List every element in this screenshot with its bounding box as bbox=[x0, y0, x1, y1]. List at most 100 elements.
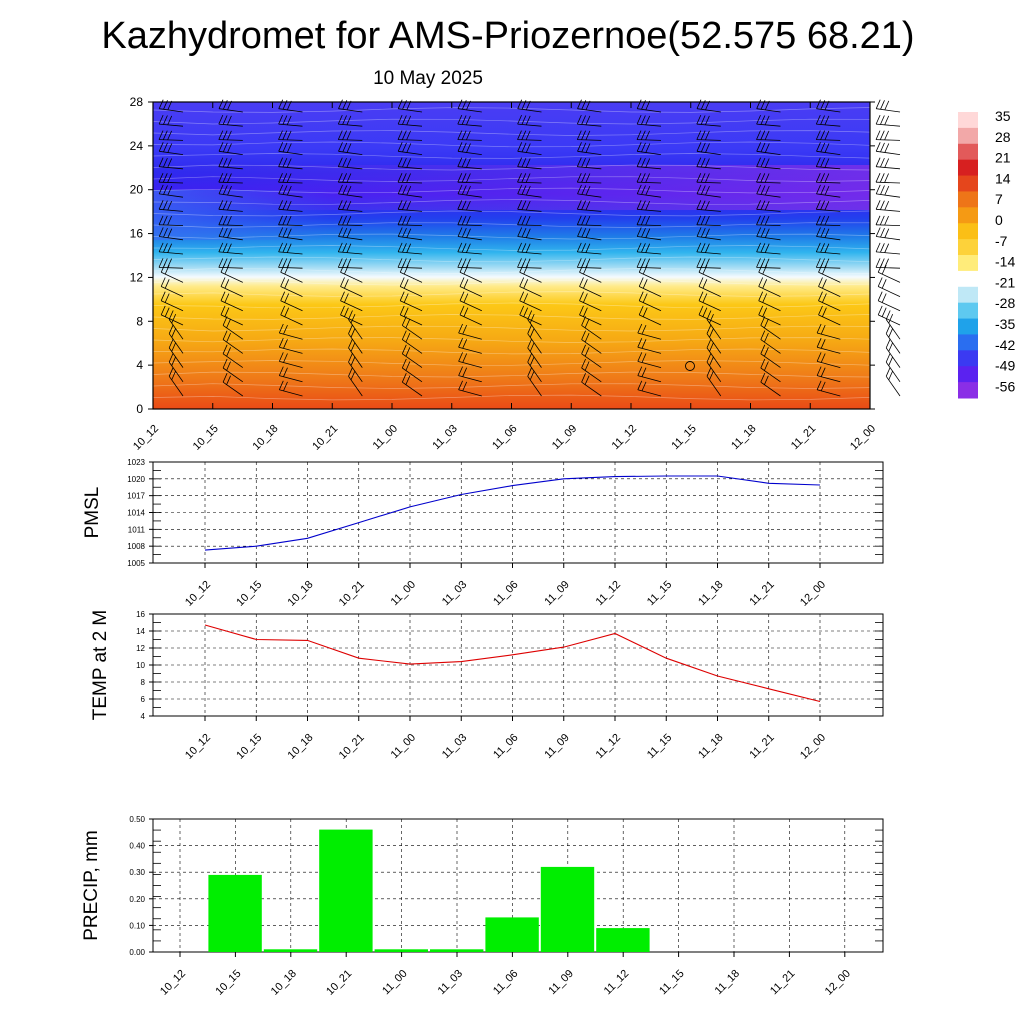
wind-barb-flag bbox=[705, 158, 710, 168]
wind-barb-flag bbox=[462, 367, 468, 377]
wind-barb-shaft bbox=[218, 150, 243, 155]
wind-barb-flag bbox=[218, 173, 224, 183]
x-tick-label: 10_15 bbox=[234, 732, 264, 762]
wind-barb-shaft bbox=[756, 150, 781, 155]
wind-barb-flag bbox=[346, 115, 352, 126]
wind-barb-flag bbox=[820, 142, 826, 153]
wind-barb-flag bbox=[222, 200, 228, 210]
x-tick-label: 10_12 bbox=[183, 579, 213, 609]
wind-barb-flag bbox=[338, 184, 343, 195]
wind-barb-flag bbox=[350, 342, 356, 352]
wind-barb-flag bbox=[461, 173, 467, 183]
wind-barb-shaft bbox=[816, 181, 841, 184]
wind-barb-flag bbox=[218, 242, 224, 253]
wind-barb-shaft bbox=[816, 375, 841, 383]
wind-barb-flag bbox=[337, 114, 343, 125]
wind-barb-flag bbox=[168, 367, 174, 377]
wind-barb-flag bbox=[875, 242, 881, 253]
wind-barb-flag bbox=[705, 185, 710, 196]
wind-barb-flag bbox=[167, 243, 173, 253]
x-tick-label: 11_06 bbox=[491, 968, 521, 998]
wind-barb-flag bbox=[397, 215, 403, 225]
wind-barb-shaft bbox=[159, 123, 184, 127]
wind-barb-flag bbox=[457, 142, 463, 152]
wind-barb-flag bbox=[399, 277, 405, 287]
wind-barb-flag bbox=[402, 115, 407, 125]
wind-barb-flag bbox=[278, 258, 283, 268]
wind-barb-flag bbox=[338, 142, 343, 152]
wind-barb-flag bbox=[342, 243, 347, 253]
wind-barb-flag bbox=[764, 130, 770, 141]
wind-barb-flag bbox=[700, 130, 706, 140]
wind-barb-shaft bbox=[816, 166, 841, 170]
y-tick-label: 24 bbox=[130, 139, 144, 153]
wind-barb-flag bbox=[457, 157, 463, 167]
wind-barb-flag bbox=[284, 293, 290, 303]
wind-barb-flag bbox=[519, 263, 525, 273]
wind-barb-flag bbox=[278, 380, 284, 390]
wind-barb-flag bbox=[583, 293, 588, 303]
wind-barb-flag bbox=[338, 227, 343, 237]
wind-barb-flag bbox=[164, 279, 170, 289]
wind-barb-flag bbox=[824, 215, 830, 226]
wind-barb-shaft bbox=[758, 271, 781, 283]
wind-barb-flag bbox=[645, 215, 650, 226]
precip-bar bbox=[540, 866, 595, 952]
wind-barb-shaft bbox=[579, 271, 602, 283]
wind-barb-flag bbox=[286, 115, 292, 126]
wind-barb-flag bbox=[517, 227, 523, 237]
wind-barb-shaft bbox=[818, 271, 841, 283]
wind-barb-flag bbox=[461, 115, 467, 125]
wind-barb-flag bbox=[758, 263, 764, 273]
wind-barb-flag bbox=[283, 339, 288, 349]
wind-barb-flag bbox=[645, 158, 651, 168]
wind-barb-flag bbox=[517, 142, 523, 152]
wind-barb-flag bbox=[278, 114, 283, 125]
contour-line bbox=[152, 325, 871, 332]
y-tick-label: 1014 bbox=[127, 509, 145, 518]
x-tick-label: 11_00 bbox=[371, 423, 401, 453]
wind-barb-flag bbox=[466, 173, 471, 183]
wind-barb-flag bbox=[815, 114, 821, 125]
wind-barb-shaft bbox=[637, 193, 662, 198]
wind-barb-flag bbox=[645, 173, 650, 183]
wind-barb-shaft bbox=[338, 181, 363, 184]
wind-barb-shaft bbox=[878, 271, 901, 283]
wind-barb-flag bbox=[340, 277, 345, 287]
wind-barb-flag bbox=[278, 215, 283, 225]
wind-barb-flag bbox=[583, 264, 588, 275]
wind-barb-flag bbox=[877, 277, 883, 287]
wind-barb-flag bbox=[820, 381, 826, 392]
wind-barb-flag bbox=[764, 375, 769, 385]
colorbar-swatch bbox=[958, 127, 978, 145]
wind-barb-shaft bbox=[878, 286, 901, 297]
wind-barb-shaft bbox=[338, 166, 363, 170]
wind-barb-flag bbox=[824, 243, 830, 253]
wind-barb-flag bbox=[342, 142, 348, 153]
wind-barb-flag bbox=[756, 173, 761, 183]
wind-barb-shaft bbox=[398, 193, 423, 198]
wind-barb-flag bbox=[282, 200, 288, 210]
x-tick-label: 10_18 bbox=[286, 732, 316, 762]
wind-barb-shaft bbox=[457, 251, 482, 255]
wind-barb-flag bbox=[764, 258, 770, 268]
wind-barb-flag bbox=[888, 370, 894, 381]
wind-barb-flag bbox=[820, 367, 826, 377]
wind-barb-flag bbox=[397, 227, 403, 237]
x-tick-label: 11_21 bbox=[747, 579, 777, 609]
x-tick-label: 10_18 bbox=[286, 579, 316, 609]
wind-barb-flag bbox=[638, 291, 644, 301]
wind-barb-flag bbox=[880, 142, 885, 153]
wind-barb-flag bbox=[226, 332, 231, 343]
wind-barb-flag bbox=[760, 185, 766, 195]
colorbar-swatch bbox=[958, 223, 978, 240]
wind-barb-flag bbox=[642, 307, 648, 317]
y-tick-label: 16 bbox=[130, 227, 144, 241]
wind-barb-shaft bbox=[577, 236, 602, 241]
wind-barb-flag bbox=[222, 157, 228, 168]
wind-barb-flag bbox=[884, 215, 889, 226]
wind-barb-flag bbox=[584, 347, 590, 357]
wind-barb-flag bbox=[523, 264, 529, 275]
wind-barb-flag bbox=[280, 305, 286, 316]
wind-barb-shaft bbox=[457, 181, 482, 184]
